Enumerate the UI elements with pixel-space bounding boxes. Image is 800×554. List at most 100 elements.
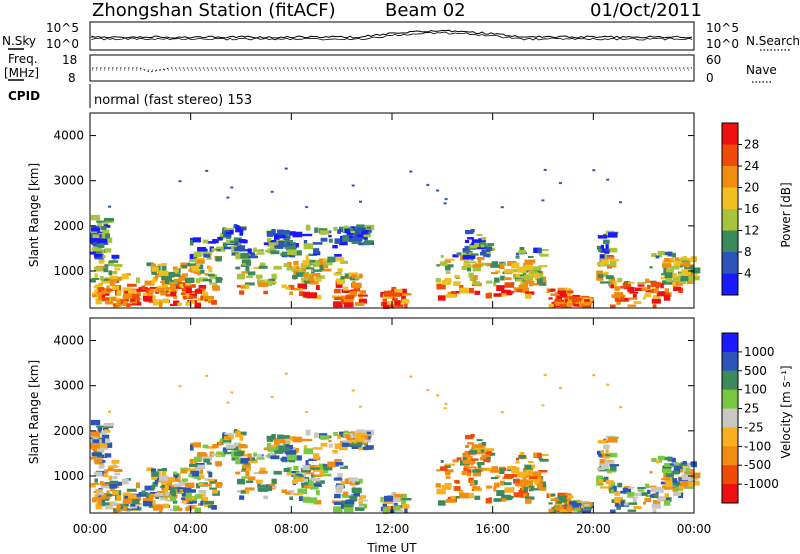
heatmap-cell [445, 271, 451, 274]
heatmap-cell [148, 495, 154, 500]
heatmap-cell [382, 302, 388, 308]
heatmap-cell [308, 253, 317, 256]
heatmap-cell [160, 497, 166, 501]
heatmap-cell [609, 465, 617, 471]
heatmap-cell [571, 300, 580, 303]
heatmap-cell [208, 471, 213, 478]
heatmap-cell [436, 283, 446, 290]
heatmap-cell [209, 274, 218, 279]
heatmap-cell [142, 500, 153, 507]
heatmap-cell [538, 470, 548, 473]
heatmap-cell [537, 452, 542, 459]
heatmap-cell [90, 419, 101, 426]
heatmap-cell [470, 258, 474, 261]
heatmap-cell [645, 494, 654, 498]
heatmap-cell [463, 465, 469, 469]
y-tick-label: 2000 [53, 219, 84, 233]
heatmap-cell [500, 411, 504, 414]
heatmap-cell [164, 488, 169, 492]
heatmap-cell [100, 226, 107, 229]
heatmap-cell [436, 469, 440, 472]
heatmap-cell [116, 299, 121, 304]
heatmap-cell [291, 447, 296, 450]
heatmap-cell [515, 481, 525, 487]
heatmap-cell [390, 506, 397, 510]
heatmap-cell [402, 298, 410, 304]
heatmap-cell [444, 198, 448, 201]
heatmap-cell [241, 271, 251, 274]
heatmap-cell [334, 459, 342, 462]
heatmap-cell [306, 472, 315, 475]
heatmap-cell [205, 169, 209, 172]
heatmap-cell [194, 507, 202, 514]
heatmap-cell [292, 231, 303, 238]
heatmap-cell [531, 266, 542, 271]
heatmap-cell [536, 277, 543, 284]
heatmap-cell [614, 292, 623, 298]
heatmap-cell [315, 275, 325, 279]
heatmap-cell [305, 411, 309, 414]
heatmap-cell [481, 237, 487, 241]
heatmap-cell [472, 281, 481, 285]
heatmap-cell [443, 202, 447, 205]
heatmap-cell [343, 507, 354, 513]
heatmap-cell [598, 479, 604, 483]
heatmap-cell [468, 254, 476, 259]
heatmap-cell [281, 489, 287, 494]
heatmap-cell [97, 222, 102, 228]
heatmap-cell [282, 230, 290, 234]
heatmap-cell [312, 478, 321, 482]
heatmap-cell [296, 471, 300, 475]
heatmap-cell [661, 478, 670, 481]
heatmap-cell [144, 485, 155, 491]
heatmap-cell [98, 238, 108, 244]
freq-tick-low: 8 [68, 71, 76, 85]
heatmap-cell [103, 442, 113, 448]
heatmap-cell [248, 255, 258, 259]
date-label: 01/Oct/2011 [590, 0, 702, 21]
heatmap-cell [436, 189, 440, 192]
heatmap-cell [454, 274, 460, 279]
heatmap-cell [572, 294, 580, 298]
heatmap-cell [131, 294, 140, 300]
heatmap-cell [465, 240, 470, 243]
heatmap-cell [604, 251, 610, 254]
heatmap-cell [278, 240, 285, 246]
heatmap-cell [660, 283, 664, 289]
heatmap-cell [454, 281, 461, 286]
heatmap-cell [102, 292, 110, 296]
heatmap-cell [541, 404, 545, 407]
heatmap-cell [266, 485, 273, 492]
heatmap-cell [656, 496, 667, 502]
velocity-y-axis: 1000 2000 3000 4000 [53, 334, 694, 483]
heatmap-cell [554, 506, 564, 510]
heatmap-cell [470, 434, 475, 438]
heatmap-cell [358, 499, 368, 502]
heatmap-cell [131, 291, 141, 296]
heatmap-cell [144, 280, 155, 286]
heatmap-cell [245, 265, 250, 272]
heatmap-cell [202, 239, 209, 244]
heatmap-cell [516, 266, 526, 273]
heatmap-cell [280, 457, 287, 461]
heatmap-cell [171, 487, 179, 490]
heatmap-cell [503, 467, 507, 471]
heatmap-cell [235, 458, 245, 465]
heatmap-cell [343, 491, 349, 496]
heatmap-cell [248, 460, 258, 464]
heatmap-cell [548, 303, 554, 308]
heatmap-cell [345, 500, 355, 505]
heatmap-cell [493, 281, 497, 287]
heatmap-cell [462, 456, 473, 462]
heatmap-cell [669, 463, 675, 466]
heatmap-cell [655, 255, 660, 259]
heatmap-cell [298, 291, 304, 296]
colorbar-segment [722, 273, 738, 296]
heatmap-cell [305, 206, 309, 209]
heatmap-cell [200, 500, 204, 506]
freq-trace [92, 67, 692, 73]
heatmap-cell [234, 224, 238, 229]
heatmap-cell [148, 300, 157, 303]
heatmap-cell [318, 258, 327, 264]
